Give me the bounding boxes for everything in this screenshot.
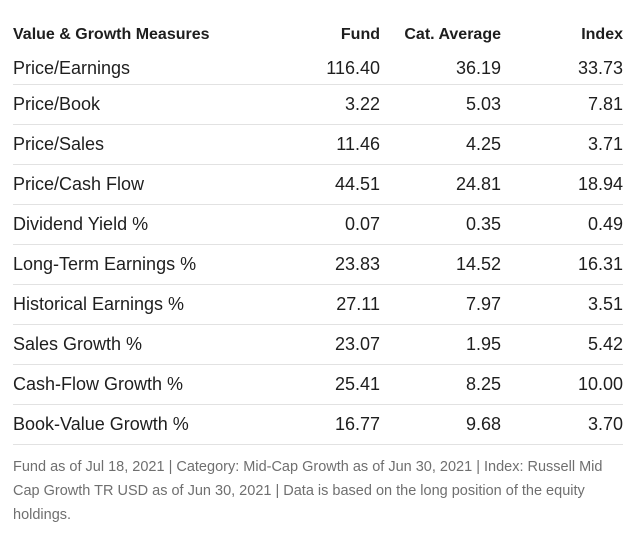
row-label: Long-Term Earnings % <box>13 244 261 285</box>
row-label: Book-Value Growth % <box>13 404 261 445</box>
index-value: 0.49 <box>501 204 623 245</box>
index-value: 16.31 <box>501 244 623 285</box>
index-value: 10.00 <box>501 364 623 405</box>
index-value: 5.42 <box>501 324 623 365</box>
value-growth-table: Value & Growth Measures Fund Cat. Averag… <box>13 18 623 445</box>
row-label: Sales Growth % <box>13 324 261 365</box>
fund-value: 11.46 <box>261 124 380 165</box>
fund-value: 23.83 <box>261 244 380 285</box>
category-value: 7.97 <box>380 284 501 325</box>
index-value: 7.81 <box>501 84 623 125</box>
table-row: Price/Cash Flow 44.51 24.81 18.94 <box>13 164 623 205</box>
category-value: 1.95 <box>380 324 501 365</box>
table-row: Cash-Flow Growth % 25.41 8.25 10.00 <box>13 364 623 405</box>
table-header-row: Value & Growth Measures Fund Cat. Averag… <box>13 18 623 52</box>
category-value: 36.19 <box>380 52 501 85</box>
table-row: Price/Earnings 116.40 36.19 33.73 <box>13 52 623 85</box>
category-value: 8.25 <box>380 364 501 405</box>
table-row: Historical Earnings % 27.11 7.97 3.51 <box>13 284 623 325</box>
index-value: 3.70 <box>501 404 623 445</box>
index-value: 3.71 <box>501 124 623 165</box>
row-label: Price/Cash Flow <box>13 164 261 205</box>
fund-value: 0.07 <box>261 204 380 245</box>
fund-value: 16.77 <box>261 404 380 445</box>
fund-value: 3.22 <box>261 84 380 125</box>
category-value: 0.35 <box>380 204 501 245</box>
category-value: 9.68 <box>380 404 501 445</box>
row-label: Price/Sales <box>13 124 261 165</box>
index-value: 18.94 <box>501 164 623 205</box>
table-row: Sales Growth % 23.07 1.95 5.42 <box>13 324 623 365</box>
data-footnote: Fund as of Jul 18, 2021 | Category: Mid-… <box>13 459 603 523</box>
table-row: Long-Term Earnings % 23.83 14.52 16.31 <box>13 244 623 285</box>
header-fund: Fund <box>340 26 380 43</box>
index-value: 33.73 <box>501 52 623 85</box>
row-label: Historical Earnings % <box>13 284 261 325</box>
header-category-average: Cat. Average <box>404 26 501 43</box>
row-label: Price/Book <box>13 84 261 125</box>
fund-value: 25.41 <box>261 364 380 405</box>
row-label: Cash-Flow Growth % <box>13 364 261 405</box>
row-label: Price/Earnings <box>13 52 261 85</box>
fund-value: 116.40 <box>261 52 380 85</box>
category-value: 24.81 <box>380 164 501 205</box>
table-row: Book-Value Growth % 16.77 9.68 3.70 <box>13 404 623 445</box>
table-row: Dividend Yield % 0.07 0.35 0.49 <box>13 204 623 245</box>
header-measure: Value & Growth Measures <box>13 26 210 43</box>
fund-value: 27.11 <box>261 284 380 325</box>
table-row: Price/Sales 11.46 4.25 3.71 <box>13 124 623 165</box>
table-row: Price/Book 3.22 5.03 7.81 <box>13 84 623 125</box>
category-value: 5.03 <box>380 84 501 125</box>
header-index: Index <box>581 26 623 43</box>
index-value: 3.51 <box>501 284 623 325</box>
category-value: 14.52 <box>380 244 501 285</box>
fund-value: 23.07 <box>261 324 380 365</box>
category-value: 4.25 <box>380 124 501 165</box>
row-label: Dividend Yield % <box>13 204 261 245</box>
fund-value: 44.51 <box>261 164 380 205</box>
